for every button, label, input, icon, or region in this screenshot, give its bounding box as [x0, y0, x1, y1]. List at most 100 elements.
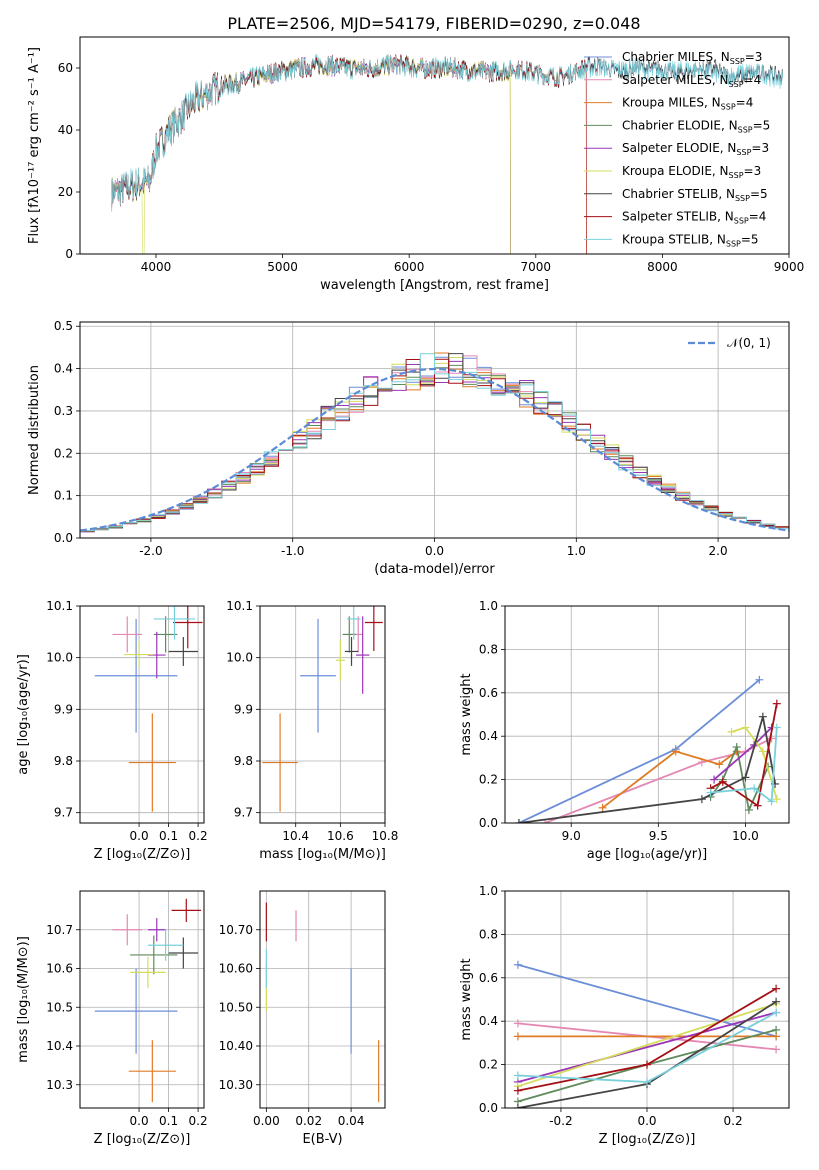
- errorbar-point: [300, 618, 336, 733]
- plus-marker: [772, 1025, 781, 1034]
- x-tick-label: 0.2: [724, 1114, 743, 1128]
- x-axis-label: Z [log₁₀(Z/Z⊙)]: [94, 1132, 191, 1147]
- y-tick-label: 10.4: [46, 1039, 73, 1053]
- y-tick-label: 0.8: [479, 927, 498, 941]
- plot-area-mass-vs-ebv: [265, 902, 380, 1103]
- x-axis-label: Z [log₁₀(Z/Z⊙)]: [94, 847, 191, 862]
- plot-area-age-vs-Z: [94, 606, 203, 812]
- x-tick-label: 0.2: [189, 1114, 208, 1128]
- y-tick-label: 40: [58, 123, 73, 137]
- mass-weight-line: [731, 726, 778, 800]
- legend-text: =4: [736, 96, 754, 110]
- plus-marker: [513, 1071, 522, 1080]
- mass-weight-line: [710, 703, 778, 808]
- errorbar-point: [130, 956, 166, 988]
- legend-subscript: SSP: [736, 148, 751, 157]
- errorbar-point: [153, 606, 196, 640]
- errorbar-point: [128, 713, 176, 812]
- errorbar-point: [347, 606, 361, 640]
- y-tick-label: 10.40: [219, 1039, 253, 1053]
- y-tick-label: 0.5: [54, 319, 73, 333]
- x-axis-label: (data-model)/error: [374, 562, 495, 577]
- y-tick-label: 0.2: [479, 1058, 498, 1072]
- y-tick-label: 0.8: [479, 642, 498, 656]
- plus-marker: [755, 675, 764, 684]
- legend-subscript: SSP: [730, 57, 745, 66]
- errorbar-point: [153, 616, 178, 653]
- mass-weight-line: [517, 1011, 777, 1083]
- legend-text: =5: [753, 118, 771, 132]
- x-tick-label: -1.0: [281, 544, 304, 558]
- panel-mass-vs-ebv: 0.00 0.02 0.04 10.30 10.40 10.50 10.60 10.70 E(B…: [219, 890, 386, 1147]
- plus-marker: [727, 727, 736, 736]
- panel-age-vs-Z: 0.0 0.1 0.2 9.7 9.8 9.9 10.0 10.1 Z [log₁₀(Z/Z⊙)…: [16, 599, 208, 862]
- y-tick-label: 9.9: [54, 702, 73, 716]
- y-tick-label: 0.3: [54, 404, 73, 418]
- legend-entry: Salpeter ELODIE, NSSP=3: [622, 141, 769, 157]
- plot-area-residuals: [80, 352, 789, 534]
- legend-text: =4: [749, 210, 767, 224]
- errorbar-point: [94, 968, 178, 1054]
- y-tick-label: 0.0: [479, 816, 498, 830]
- plus-marker: [741, 773, 750, 782]
- legend-entry: Kroupa ELODIE, NSSP=3: [622, 164, 761, 180]
- plus-marker: [514, 819, 523, 823]
- x-tick-label: 0.0: [637, 1114, 656, 1128]
- errorbar-point: [130, 935, 178, 975]
- legend-entry: Chabrier STELIB, NSSP=5: [622, 187, 768, 203]
- y-tick-label: 9.8: [54, 754, 73, 768]
- axes-frame: [259, 890, 386, 1109]
- x-tick-label: 10.6: [327, 829, 354, 843]
- plus-marker: [715, 760, 724, 769]
- y-tick-label: 60: [58, 61, 73, 75]
- legend-text: Chabrier ELODIE, N: [622, 118, 738, 132]
- y-axis-label: Normed distribution: [27, 365, 42, 495]
- panel-mass-vs-Z: 0.0 0.1 0.2 10.3 10.4 10.5 10.6 10.7 Z [log₁₀(Z/…: [16, 890, 208, 1147]
- panel-spectrum: 4000 5000 6000 7000 8000 9000 0 20 40 60 wavelengt…: [27, 36, 804, 293]
- x-tick-label: 9.0: [562, 829, 581, 843]
- errorbar-point: [364, 606, 383, 651]
- y-tick-label: 10.1: [46, 599, 73, 613]
- errorbar-point: [112, 616, 142, 653]
- y-tick-label: 9.9: [234, 702, 253, 716]
- y-tick-label: 0.0: [479, 1101, 498, 1115]
- y-tick-label: 10.0: [46, 651, 73, 665]
- y-tick-label: 0.2: [479, 773, 498, 787]
- legend-text: =3: [745, 50, 763, 64]
- plus-marker: [706, 788, 715, 797]
- legend-subscript: SSP: [734, 217, 749, 226]
- panel-age-vs-mass: 10.4 10.6 10.8 9.7 9.8 9.9 10.0 10.1 mass [log₁₀…: [226, 599, 398, 862]
- x-tick-label: 7000: [521, 260, 552, 274]
- y-tick-label: 10.60: [219, 962, 253, 976]
- y-tick-label: 10.0: [226, 651, 253, 665]
- plus-marker: [758, 712, 767, 721]
- plus-marker: [513, 1086, 522, 1095]
- x-tick-label: 0.00: [253, 1114, 280, 1128]
- errorbar-point: [335, 639, 345, 681]
- legend-text: Chabrier STELIB, N: [622, 187, 735, 201]
- legend-text: Salpeter ELODIE, N: [622, 141, 736, 155]
- x-tick-label: 9.5: [649, 829, 668, 843]
- x-tick-label: 6000: [394, 260, 425, 274]
- y-tick-label: 10.30: [219, 1078, 253, 1092]
- errorbar-point: [168, 637, 199, 666]
- plus-marker: [710, 775, 719, 784]
- y-tick-label: 10.5: [46, 1000, 73, 1014]
- y-axis-label: age [log₁₀(age/yr)]: [16, 654, 31, 775]
- plus-marker: [718, 777, 727, 786]
- x-axis-label: mass [log₁₀(M/M⊙)]: [259, 847, 386, 862]
- errorbar-point: [262, 713, 298, 812]
- panel-mass-weight-vs-age: 9.0 9.5 10.0 0.0 0.2 0.4 0.6 0.8 1.0 age [log₁₀(a…: [459, 599, 790, 862]
- legend-entry: Kroupa MILES, NSSP=4: [622, 96, 753, 112]
- errorbar-point: [124, 641, 154, 668]
- axes-frame: [79, 36, 790, 255]
- plus-marker: [732, 743, 741, 752]
- plus-marker: [772, 1008, 781, 1017]
- y-tick-label: 10.6: [46, 962, 73, 976]
- plot-area-age-vs-mass: [262, 606, 383, 812]
- x-tick-label: 0.04: [338, 1114, 365, 1128]
- x-tick-label: 10.4: [282, 829, 309, 843]
- legend-text: =5: [750, 187, 768, 201]
- errorbar-point: [344, 637, 359, 666]
- plus-marker: [513, 1032, 522, 1041]
